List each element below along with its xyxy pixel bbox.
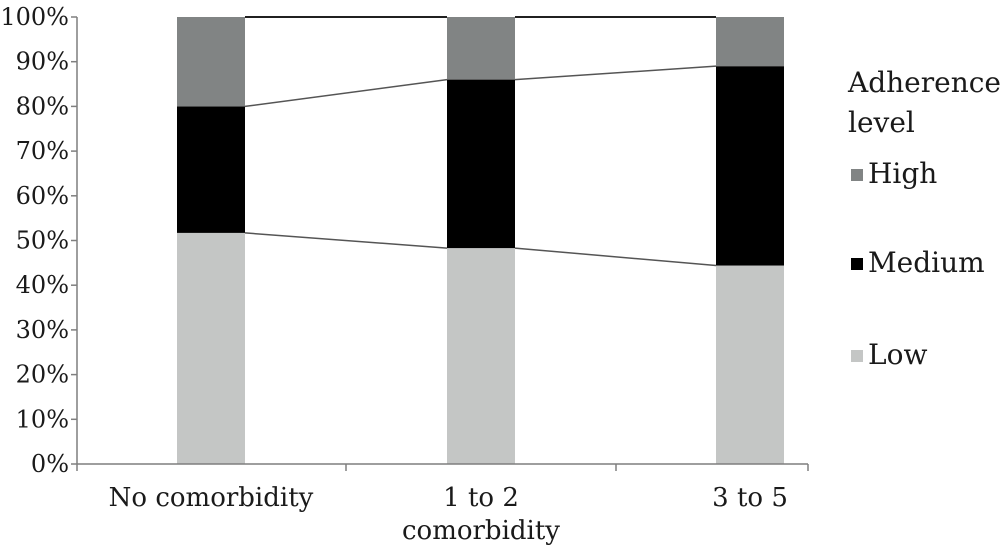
bar-low-2: [716, 265, 784, 464]
legend-swatch-medium: [851, 258, 863, 270]
series-line-low-0: [244, 232, 448, 249]
y-tick-label: 60%: [16, 182, 69, 210]
legend-label-low: Low: [868, 338, 927, 371]
y-tick-label: 70%: [16, 137, 69, 165]
y-tick-label: 100%: [0, 3, 69, 31]
legend-swatch-high: [851, 169, 863, 181]
bar-high-2: [716, 17, 784, 67]
bar-low-0: [177, 232, 245, 464]
y-tick-label: 40%: [16, 271, 69, 299]
legend-label-medium: Medium: [868, 246, 985, 279]
x-category-label: comorbidity: [402, 516, 560, 546]
y-tick-label: 20%: [16, 361, 69, 389]
y-tick-label: 80%: [16, 92, 69, 120]
series-line-medium-1: [514, 65, 717, 81]
legend: Adherence level High Medium Low: [847, 66, 1000, 371]
x-category-label: 3 to 5: [712, 483, 788, 513]
y-tick-label: 0%: [31, 450, 69, 478]
legend-title: level: [848, 106, 915, 139]
y-axis: 0% 10% 20% 30% 40% 50% 60% 70% 80% 90% 100%: [0, 3, 78, 478]
bar-medium-2: [716, 66, 784, 266]
legend-swatch-low: [851, 350, 863, 362]
bar-medium-0: [177, 106, 245, 233]
x-category-label: No comorbidity: [109, 483, 314, 513]
y-tick-label: 10%: [16, 405, 69, 433]
series-connector-lines: [244, 16, 717, 267]
legend-label-high: High: [868, 157, 937, 190]
bar-low-1: [447, 248, 515, 464]
bar-high-1: [447, 17, 515, 80]
series-line-low-1: [514, 247, 717, 267]
y-tick-label: 50%: [16, 227, 69, 255]
y-tick-label: 90%: [16, 48, 69, 76]
x-category-label: 1 to 2: [443, 483, 519, 513]
bar-medium-1: [447, 79, 515, 249]
bar-high-0: [177, 17, 245, 107]
series-line-medium-0: [244, 78, 448, 108]
legend-title: Adherence: [847, 66, 1000, 99]
y-tick-label: 30%: [16, 316, 69, 344]
bar-stacks: [177, 17, 784, 464]
